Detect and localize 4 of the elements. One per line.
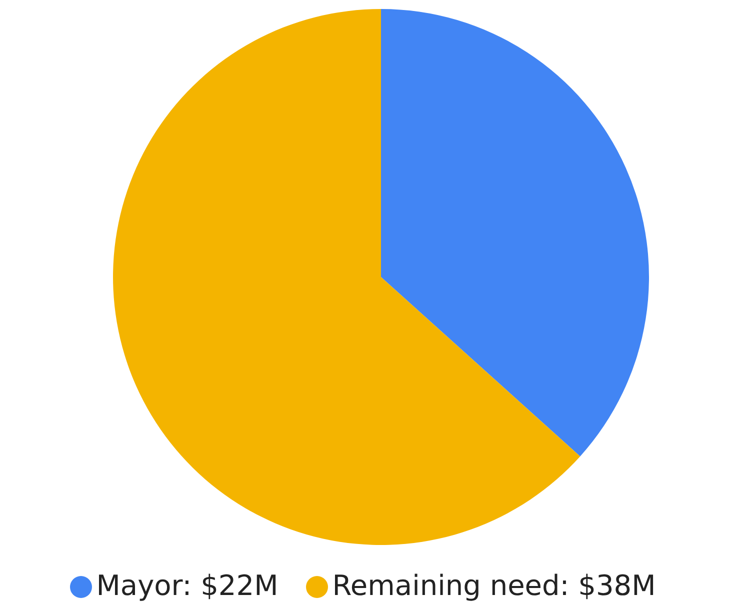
pie-slice <box>381 9 649 456</box>
legend-label: Remaining need: $38M <box>332 569 656 602</box>
legend-label: Mayor: $22M <box>96 569 278 602</box>
pie-slice <box>113 9 580 545</box>
